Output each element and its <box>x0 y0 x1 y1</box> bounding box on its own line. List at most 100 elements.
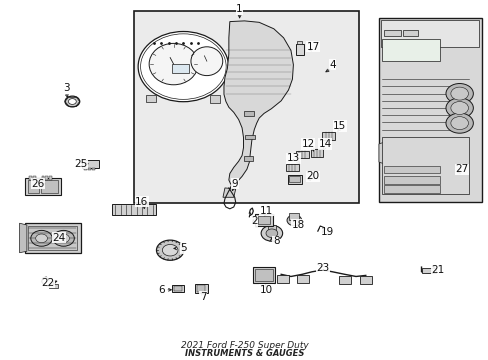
Circle shape <box>31 230 52 246</box>
Polygon shape <box>20 223 27 253</box>
Polygon shape <box>378 142 383 164</box>
Circle shape <box>58 234 69 243</box>
Text: 1: 1 <box>236 4 243 14</box>
Circle shape <box>450 102 468 114</box>
Text: 25: 25 <box>74 159 87 169</box>
Bar <box>338 276 350 284</box>
Bar <box>112 204 155 215</box>
Circle shape <box>162 244 178 256</box>
Text: 3: 3 <box>62 83 69 93</box>
Circle shape <box>445 113 472 133</box>
Bar <box>84 168 87 170</box>
Bar <box>172 285 183 292</box>
Bar <box>403 30 417 36</box>
Circle shape <box>445 98 472 118</box>
Bar <box>383 185 439 193</box>
Bar <box>172 64 188 73</box>
Bar <box>287 175 302 184</box>
Bar <box>383 166 439 173</box>
Bar <box>25 178 61 195</box>
Bar <box>359 276 371 284</box>
Text: 20: 20 <box>306 171 319 181</box>
Text: 19: 19 <box>320 227 334 237</box>
Text: 4: 4 <box>328 60 335 70</box>
Circle shape <box>450 87 468 100</box>
Text: 24: 24 <box>52 233 65 243</box>
Polygon shape <box>224 21 293 184</box>
Bar <box>28 180 39 193</box>
Text: 13: 13 <box>286 153 300 163</box>
Circle shape <box>53 230 74 246</box>
Circle shape <box>261 225 282 241</box>
Bar <box>383 176 439 184</box>
Bar <box>49 176 52 180</box>
Text: INSTRUMENTS & GAUGES: INSTRUMENTS & GAUGES <box>184 349 304 358</box>
Text: 21: 21 <box>430 265 444 275</box>
Bar <box>381 20 478 47</box>
Bar <box>82 160 99 168</box>
Bar <box>29 176 32 180</box>
Bar <box>382 39 439 61</box>
Text: 16: 16 <box>135 197 148 207</box>
Bar <box>173 286 182 291</box>
Bar <box>276 275 288 283</box>
Bar <box>295 44 304 55</box>
Text: 11: 11 <box>259 206 273 216</box>
Bar <box>145 95 155 102</box>
Bar <box>255 269 272 281</box>
Circle shape <box>265 229 277 238</box>
Bar <box>244 111 254 116</box>
Bar <box>421 268 435 273</box>
Text: 2021 Ford F-250 Super Duty: 2021 Ford F-250 Super Duty <box>180 341 308 350</box>
Circle shape <box>68 99 76 104</box>
Bar <box>196 285 205 292</box>
Bar <box>243 156 253 161</box>
Bar <box>134 11 359 203</box>
Bar <box>289 176 300 182</box>
Text: 26: 26 <box>31 179 45 189</box>
Bar <box>285 164 298 171</box>
Bar <box>88 168 91 170</box>
Bar <box>267 225 275 233</box>
Text: 12: 12 <box>301 139 314 149</box>
Ellipse shape <box>138 31 228 102</box>
Bar <box>255 214 272 226</box>
Bar <box>378 18 481 202</box>
Bar <box>210 95 220 103</box>
Circle shape <box>286 215 301 226</box>
Bar <box>49 284 58 288</box>
Text: 15: 15 <box>332 121 346 131</box>
Bar <box>41 180 58 193</box>
Bar <box>45 176 48 180</box>
Circle shape <box>445 84 472 104</box>
Text: 7: 7 <box>199 292 206 302</box>
Bar <box>194 284 207 293</box>
Circle shape <box>156 240 183 260</box>
Text: 17: 17 <box>305 42 319 52</box>
Circle shape <box>65 96 80 107</box>
Text: 27: 27 <box>454 164 468 174</box>
Bar <box>245 135 255 139</box>
Text: 5: 5 <box>180 243 186 253</box>
Bar <box>289 213 299 220</box>
Text: 23: 23 <box>315 263 329 273</box>
Bar <box>322 132 334 140</box>
Text: 8: 8 <box>272 236 279 246</box>
Text: 22: 22 <box>41 278 55 288</box>
Text: 18: 18 <box>291 220 305 230</box>
Bar <box>253 267 274 283</box>
Circle shape <box>36 234 47 243</box>
Text: 6: 6 <box>158 285 164 295</box>
Bar <box>257 216 270 224</box>
Bar <box>25 223 81 253</box>
Bar <box>295 151 308 158</box>
Ellipse shape <box>190 47 222 76</box>
Bar <box>41 176 44 180</box>
Polygon shape <box>223 188 235 197</box>
Bar <box>297 275 308 283</box>
Bar <box>310 149 323 157</box>
Circle shape <box>450 117 468 130</box>
Bar <box>33 176 36 180</box>
Ellipse shape <box>149 44 198 85</box>
Bar <box>382 137 468 194</box>
